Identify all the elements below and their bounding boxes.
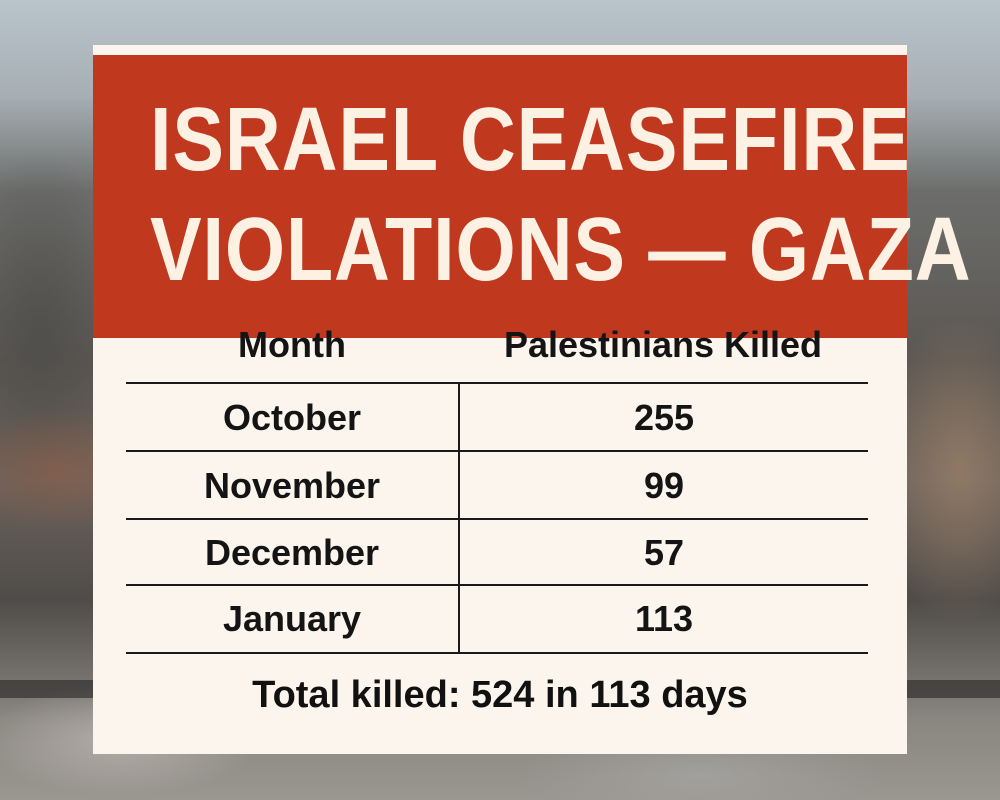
table-cell-month: December [204,532,380,573]
infographic-card: ISRAEL CEASEFIRE VIOLATIONS — GAZA Month… [93,45,972,754]
table-divider [126,652,868,654]
title-line-2: VIOLATIONS — GAZA [149,200,972,300]
table-cell-month: November [203,465,381,506]
total-summary: Total killed: 524 in 113 days [252,673,748,716]
table-divider [126,584,868,586]
table-cell-killed: 113 [634,598,694,639]
table-cell-killed: 255 [633,397,695,438]
table-cell-month: October [222,397,362,438]
table-divider [126,450,868,452]
column-divider [458,382,460,652]
table-cell-month: January [222,598,362,639]
table-divider [126,518,868,520]
table-divider [126,382,868,384]
table-cell-killed: 57 [643,532,685,573]
table-cell-killed: 99 [643,465,685,506]
column-header-killed: Palestinians Killed [503,323,823,365]
title-banner: ISRAEL CEASEFIRE VIOLATIONS — GAZA [93,55,972,338]
column-header-month: Month [238,323,346,365]
title-line-1: ISRAEL CEASEFIRE [149,90,911,190]
